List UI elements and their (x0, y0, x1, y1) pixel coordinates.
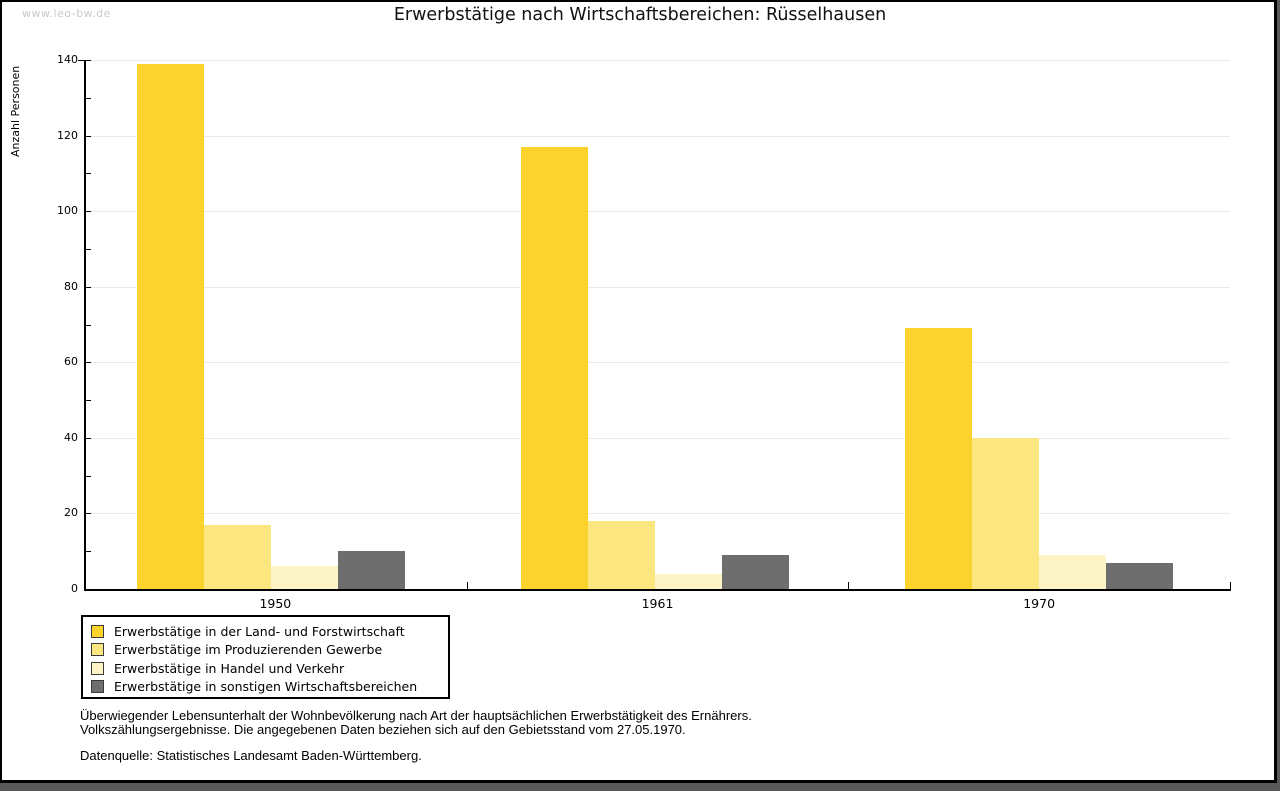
window-border-bottom (0, 780, 1277, 783)
legend-swatch-icon (91, 661, 104, 675)
legend-item-4: Erwerbstätige in sonstigen Wirtschaftsbe… (91, 678, 448, 697)
y-tick-mark-30 (86, 475, 91, 477)
legend-label: Erwerbstätige im Produzierenden Gewerbe (114, 642, 383, 658)
x-tick-label-1950: 1950 (259, 596, 292, 611)
legend-swatch-icon (91, 643, 104, 657)
x-axis-line (84, 589, 1231, 591)
x-tick-mark-2 (848, 582, 850, 590)
x-tick-label-1961: 1961 (641, 596, 674, 611)
legend-item-1: Erwerbstätige in der Land- und Forstwirt… (91, 622, 448, 641)
gridline-y-100 (84, 211, 1230, 213)
y-tick-mark-60 (86, 362, 91, 364)
bar-1961-series-1 (521, 146, 588, 589)
y-tick-mark-20 (86, 513, 91, 515)
y-tick-mark-120 (86, 135, 91, 137)
y-tick-mark-80 (86, 286, 91, 288)
y-tick-label-60: 60 (64, 355, 78, 369)
gridline-y-20 (84, 513, 1230, 515)
y-tick-mark-90 (86, 248, 91, 250)
y-tick-mark-10 (86, 551, 91, 553)
window-shadow-right (1277, 0, 1280, 791)
legend-swatch-icon (91, 624, 104, 638)
x-tick-label-1970: 1970 (1023, 596, 1056, 611)
y-tick-mark-140 (86, 60, 91, 61)
y-tick-label-140: 140 (57, 53, 78, 66)
bar-1950-series-1 (137, 63, 204, 589)
y-tick-mark-110 (86, 173, 91, 175)
y-tick-mark-70 (86, 324, 91, 326)
legend-label: Erwerbstätige in Handel und Verkehr (114, 660, 345, 676)
bar-1950-series-2 (204, 524, 271, 589)
y-tick-mark-100 (86, 211, 91, 213)
window-border-left (0, 0, 2, 783)
y-tick-mark-50 (86, 400, 91, 402)
x-tick-mark-1 (466, 582, 468, 590)
gridline-y-140 (84, 60, 1230, 61)
legend-swatch-icon (91, 680, 104, 694)
window-shadow-bottom (0, 783, 1280, 791)
x-tick-mark-3 (1230, 582, 1231, 590)
chart-legend: Erwerbstätige in der Land- und Forstwirt… (81, 615, 450, 699)
y-tick-label-20: 20 (64, 506, 78, 520)
window-border-top (0, 0, 1277, 2)
window-border-right (1274, 0, 1277, 783)
legend-item-3: Erwerbstätige in Handel und Verkehr (91, 659, 448, 678)
y-tick-label-100: 100 (57, 204, 78, 218)
y-axis-line (84, 60, 86, 591)
legend-label: Erwerbstätige in der Land- und Forstwirt… (114, 623, 405, 639)
page-title: Erwerbstätige nach Wirtschaftsbereichen:… (393, 5, 887, 25)
y-tick-label-40: 40 (64, 430, 78, 444)
bar-1970-series-2 (972, 437, 1039, 589)
legend-label: Erwerbstätige in sonstigen Wirtschaftsbe… (114, 679, 418, 695)
footnote-line-1: Überwiegender Lebensunterhalt der Wohnbe… (80, 708, 752, 723)
y-tick-mark-40 (86, 437, 91, 439)
y-axis-endcap-tick (78, 60, 84, 61)
legend-item-2: Erwerbstätige im Produzierenden Gewerbe (91, 641, 448, 660)
gridline-y-120 (84, 135, 1230, 137)
footnote-block: Überwiegender Lebensunterhalt der Wohnbe… (80, 709, 752, 736)
bar-1961-series-4 (722, 554, 789, 589)
footnote-line-2: Volkszählungsergebnisse. Die angegebenen… (80, 721, 686, 737)
watermark-text: www.leo-bw.de (22, 7, 111, 20)
data-source-line: Datenquelle: Statistisches Landesamt Bad… (80, 748, 422, 763)
y-tick-label-120: 120 (57, 128, 78, 142)
gridline-y-40 (84, 437, 1230, 439)
bar-1970-series-1 (905, 328, 972, 589)
gridline-y-60 (84, 362, 1230, 364)
y-tick-mark-130 (86, 97, 91, 99)
bar-1970-series-4 (1106, 562, 1173, 589)
bar-1950-series-4 (338, 551, 405, 589)
y-tick-label-80: 80 (64, 279, 78, 293)
bar-1970-series-3 (1039, 554, 1106, 589)
gridline-y-80 (84, 286, 1230, 288)
bar-1950-series-3 (271, 566, 338, 589)
bar-1961-series-3 (655, 573, 722, 589)
y-tick-label-0: 0 (71, 582, 78, 595)
bar-1961-series-2 (588, 520, 655, 589)
